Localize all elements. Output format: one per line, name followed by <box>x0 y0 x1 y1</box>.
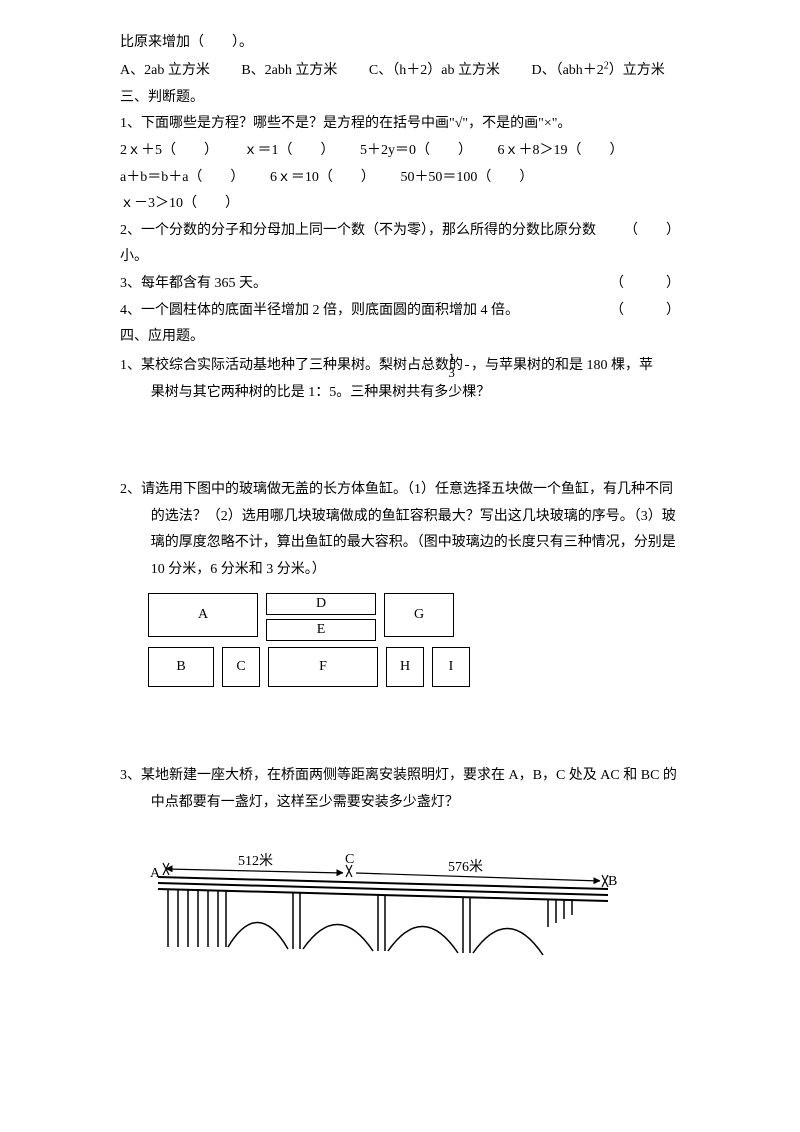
bridge-diagram: A C B 512米 576米 <box>148 837 680 978</box>
s4q1-post: ，与苹果树的和是 180 棵，苹 <box>471 358 653 373</box>
s3q2-text: 2、一个分数的分子和分母加上同一个数（不为零），那么所得的分数比原分数小。 <box>120 218 610 271</box>
bridge-svg: A C B 512米 576米 <box>148 837 618 967</box>
s4q2-text: 2、请选用下图中的玻璃做无盖的长方体鱼缸。（1）任意选择五块做一个鱼缸，有几种不… <box>151 477 680 583</box>
glass-I: I <box>432 647 470 687</box>
glass-G: G <box>384 593 454 637</box>
opt-A: A、2ab 立方米 <box>120 63 210 78</box>
glass-C: C <box>222 647 260 687</box>
s3q3-text: 3、每年都含有 365 天。 <box>120 271 610 298</box>
s3q3: 3、每年都含有 365 天。 （ ） <box>120 271 680 298</box>
s3q1-row1: 2ｘ＋5（ ） ｘ＝1（ ） 5＋2y＝0（ ） 6ｘ＋8＞19（ ） <box>120 138 680 165</box>
s3q1-r1a: 2ｘ＋5（ ） <box>120 143 218 158</box>
glass-H: H <box>386 647 424 687</box>
section3-title: 三、判断题。 <box>120 85 680 112</box>
s3q1-r2a: a＋b＝b＋a（ ） <box>120 170 244 185</box>
opt-C: C、（h＋2）ab 立方米 <box>369 63 500 78</box>
bridge-label-C: C <box>345 852 354 867</box>
s3q1-stem: 1、下面哪些是方程？哪些不是？是方程的在括号中画"√"，不是的画"×"。 <box>120 111 680 138</box>
s3q4-paren: （ ） <box>610 298 680 325</box>
s3q4-text: 4、一个圆柱体的底面半径增加 2 倍，则底面圆的面积增加 4 倍。 <box>120 298 610 325</box>
s3q1-r2d: ｘ－3＞10（ ） <box>120 196 239 211</box>
s3q1-r2c: 50＋50＝100（ ） <box>400 170 533 185</box>
s4q3-text: 3、某地新建一座大桥，在桥面两侧等距离安装照明灯，要求在 A，B，C 处及 AC… <box>151 763 680 816</box>
bridge-dim-AC: 512米 <box>238 853 273 869</box>
s4q1-line1: 1、某校综合实际活动基地种了三种果树。梨树占总数的13，与苹果树的和是 180 … <box>151 351 680 381</box>
s3q3-paren: （ ） <box>610 271 680 298</box>
glass-F: F <box>268 647 378 687</box>
s3q1-r1c: 5＋2y＝0（ ） <box>360 143 472 158</box>
s3q4: 4、一个圆柱体的底面半径增加 2 倍，则底面圆的面积增加 4 倍。 （ ） <box>120 298 680 325</box>
section4-title: 四、应用题。 <box>120 324 680 351</box>
opt-B: B、2abh 立方米 <box>241 63 337 78</box>
s3q1-r1b: ｘ＝1（ ） <box>244 143 335 158</box>
s4q1-line2: 果树与其它两种树的比是 1：5。三种果树共有多少棵？ <box>151 380 680 407</box>
glass-D: D <box>266 593 376 615</box>
cont-options: A、2ab 立方米 B、2abh 立方米 C、（h＋2）ab 立方米 D、（ab… <box>120 57 680 85</box>
s3q2: 2、一个分数的分子和分母加上同一个数（不为零），那么所得的分数比原分数小。 （ … <box>120 218 680 271</box>
glass-diagram: A D E G B C F H I <box>148 593 680 687</box>
bridge-dim-CB: 576米 <box>448 859 483 875</box>
s3q1-row2: a＋b＝b＋a（ ） 6ｘ＝10（ ） 50＋50＝100（ ） ｘ－3＞10（… <box>120 165 680 218</box>
bridge-label-B: B <box>608 874 617 889</box>
opt-D: D、（abh＋22）立方米 <box>531 63 664 78</box>
s3q2-paren: （ ） <box>610 218 680 271</box>
s3q1-r1d: 6ｘ＋8＞19（ ） <box>498 143 624 158</box>
s3q1-r2b: 6ｘ＝10（ ） <box>270 170 375 185</box>
cont-stem: 比原来增加（ ）。 <box>120 30 680 57</box>
fraction-icon: 13 <box>465 351 469 381</box>
glass-B: B <box>148 647 214 687</box>
glass-E: E <box>266 619 376 641</box>
glass-A: A <box>148 593 258 637</box>
bridge-label-A: A <box>150 866 161 881</box>
s4q1-pre: 1、某校综合实际活动基地种了三种果树。梨树占总数的 <box>120 358 463 373</box>
